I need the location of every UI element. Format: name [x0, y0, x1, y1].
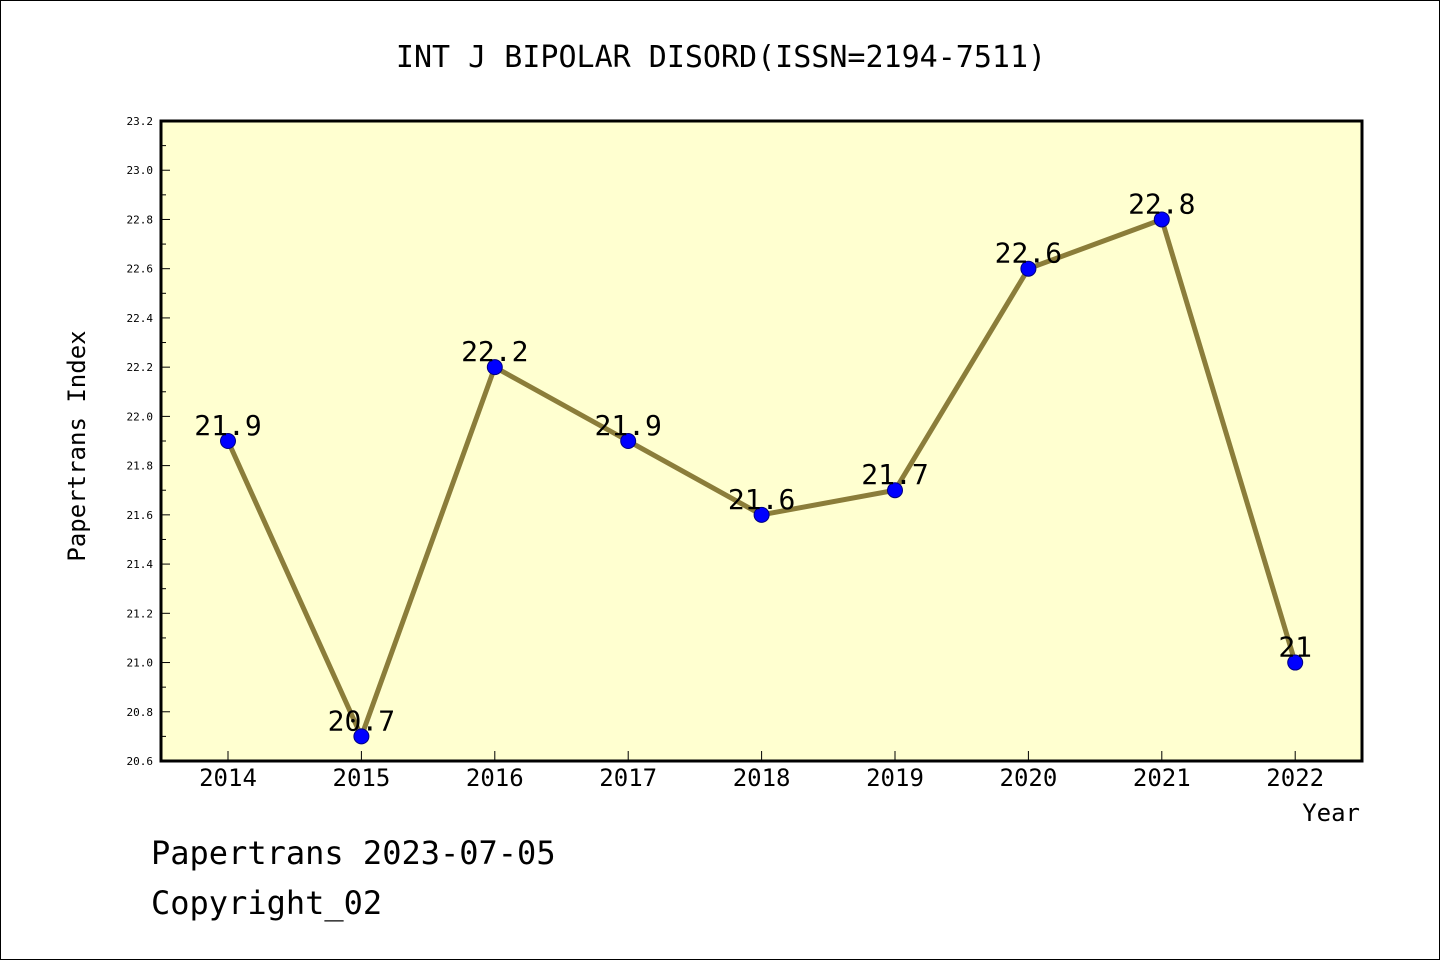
data-point	[753, 506, 770, 523]
x-tick-label: 2019	[866, 764, 924, 792]
y-tick-label: 21.6	[127, 509, 154, 522]
data-point	[220, 433, 236, 449]
y-tick-label: 22.0	[127, 410, 154, 423]
data-label: 21	[1278, 631, 1312, 664]
y-tick-label: 23.0	[127, 164, 154, 177]
data-point	[887, 482, 903, 499]
data-label: 21.9	[194, 409, 261, 442]
y-tick-label: 20.6	[127, 755, 154, 768]
data-label: 22.8	[1128, 187, 1195, 220]
data-label: 21.7	[861, 458, 928, 491]
x-tick-label: 2021	[1133, 764, 1191, 792]
x-tick-label: 2017	[599, 764, 657, 792]
y-tick-label: 21.2	[127, 607, 154, 620]
data-point	[1020, 260, 1037, 277]
x-tick-label: 2016	[466, 764, 524, 792]
x-tick-label: 2018	[733, 764, 791, 792]
data-point	[353, 728, 370, 745]
y-tick-label: 22.8	[127, 213, 154, 226]
data-point	[620, 433, 637, 449]
data-point	[1153, 211, 1170, 228]
y-axis-label: Papertrans Index	[63, 330, 91, 561]
y-tick-label: 22.4	[127, 312, 154, 325]
footer-copyright: Copyright_02	[151, 884, 383, 922]
y-tick-label: 21.0	[127, 657, 154, 670]
data-label: 20.7	[328, 704, 395, 737]
y-tick-label: 22.2	[127, 361, 154, 374]
plot-border	[159, 119, 1364, 763]
data-label: 22.2	[461, 335, 528, 368]
y-tick-label: 22.6	[127, 263, 154, 276]
x-tick-label: 2020	[1000, 764, 1058, 792]
x-tick-label: 2022	[1266, 764, 1324, 792]
y-tick-label: 20.8	[127, 706, 154, 719]
data-label: 21.9	[594, 409, 661, 442]
x-axis: 2014 2015 2016 2017 2018 2019 2020 2021 2022	[199, 751, 1324, 792]
x-axis-label: Year	[1302, 799, 1360, 827]
data-point	[1287, 654, 1304, 671]
x-tick-label: 2015	[333, 764, 391, 792]
y-axis: 20.6 20.8 21.0 21.2 21.4 21.6 21.8 22.0 22.2 22.4…	[127, 115, 170, 768]
chart-title: INT J BIPOLAR DISORD(ISSN=2194-7511)	[396, 40, 1046, 75]
data-label: 21.6	[728, 483, 795, 516]
footer-date: Papertrans 2023-07-05	[151, 834, 556, 872]
data-markers	[220, 211, 1304, 745]
y-tick-label: 23.2	[127, 115, 154, 128]
data-label: 22.6	[995, 237, 1062, 270]
data-point	[486, 359, 503, 376]
x-tick-label: 2014	[199, 764, 257, 792]
y-tick-label: 21.4	[127, 558, 154, 571]
data-labels: 21.9 20.7 22.2 21.9 21.6 21.7 22.6 22.8 21	[194, 187, 1312, 737]
y-tick-label: 21.8	[127, 460, 154, 473]
